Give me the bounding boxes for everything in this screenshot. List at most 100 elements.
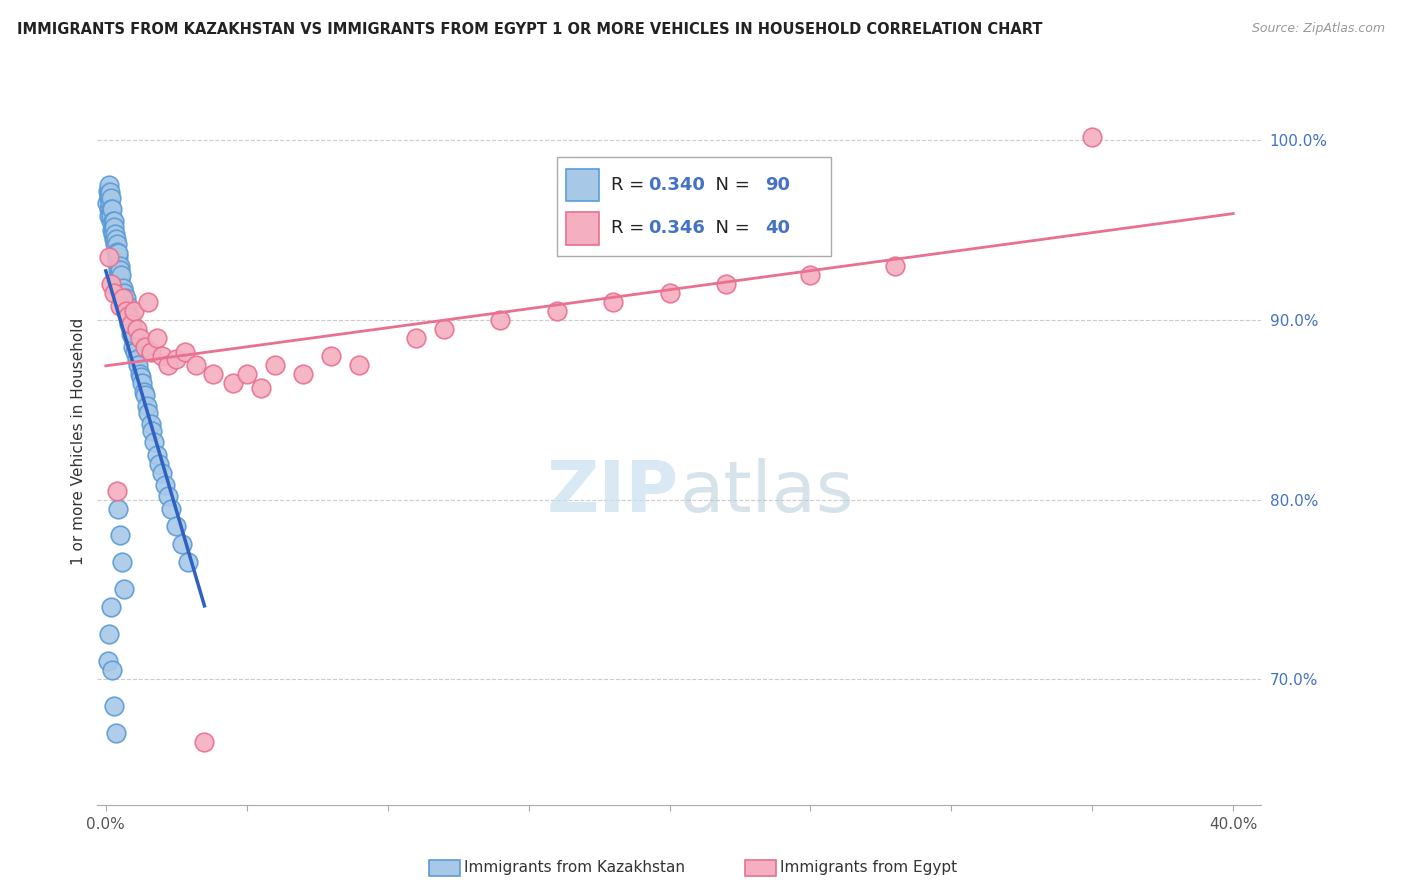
Point	[125, 352, 148, 367]
Point	[103, 232, 125, 246]
Point	[165, 352, 187, 367]
Point	[112, 285, 135, 300]
Point	[120, 317, 142, 331]
Point	[139, 345, 162, 359]
Point	[156, 489, 179, 503]
Point	[98, 186, 121, 200]
Point	[122, 327, 145, 342]
Point	[658, 285, 681, 300]
Point	[103, 285, 125, 300]
Point	[321, 349, 343, 363]
Point	[799, 268, 821, 282]
Point	[128, 367, 150, 381]
Point	[141, 425, 163, 439]
Point	[170, 537, 193, 551]
Point	[117, 299, 139, 313]
Point	[117, 310, 139, 324]
Point	[97, 184, 120, 198]
Point	[100, 600, 122, 615]
Text: N =: N =	[704, 219, 755, 237]
Point	[107, 501, 129, 516]
Point	[105, 483, 128, 498]
Point	[105, 250, 128, 264]
Point	[124, 345, 146, 359]
Point	[97, 191, 120, 205]
Point	[104, 726, 127, 740]
Point	[110, 280, 132, 294]
Point	[107, 259, 129, 273]
Point	[114, 295, 136, 310]
Point	[107, 250, 129, 264]
Point	[107, 262, 129, 277]
Point	[101, 223, 124, 237]
Point	[100, 191, 122, 205]
Point	[221, 376, 243, 390]
Point	[97, 654, 120, 668]
Point	[433, 322, 456, 336]
Point	[100, 209, 122, 223]
Point	[103, 219, 125, 234]
Point	[134, 340, 156, 354]
Point	[105, 255, 128, 269]
Point	[132, 384, 155, 399]
Point	[110, 268, 132, 282]
Point	[145, 448, 167, 462]
Text: 90: 90	[765, 176, 790, 194]
Point	[103, 214, 125, 228]
Text: atlas: atlas	[679, 458, 853, 526]
Point	[129, 370, 152, 384]
Point	[98, 196, 121, 211]
Point	[349, 358, 371, 372]
Point	[142, 435, 165, 450]
Point	[127, 358, 149, 372]
Point	[108, 299, 131, 313]
Point	[131, 376, 153, 390]
Point	[134, 388, 156, 402]
Point	[104, 244, 127, 259]
Point	[114, 304, 136, 318]
Text: 0.346: 0.346	[648, 219, 704, 237]
Point	[98, 209, 121, 223]
Point	[101, 214, 124, 228]
Text: Immigrants from Kazakhstan: Immigrants from Kazakhstan	[464, 861, 685, 875]
Point	[111, 556, 134, 570]
Point	[292, 367, 315, 381]
Point	[108, 259, 131, 273]
Point	[201, 367, 224, 381]
Point	[405, 331, 427, 345]
Text: N =: N =	[704, 176, 755, 194]
Point	[105, 244, 128, 259]
Point	[111, 291, 134, 305]
Point	[135, 399, 157, 413]
Point	[489, 313, 512, 327]
Point	[165, 519, 187, 533]
Point	[100, 202, 122, 216]
Point	[145, 331, 167, 345]
Point	[96, 196, 118, 211]
Point	[104, 232, 127, 246]
Point	[107, 246, 129, 260]
Point	[120, 322, 142, 336]
Point	[264, 358, 287, 372]
Point	[108, 273, 131, 287]
Point	[98, 187, 121, 202]
Point	[176, 556, 198, 570]
Point	[111, 285, 134, 300]
Text: Immigrants from Egypt: Immigrants from Egypt	[780, 861, 957, 875]
Point	[156, 358, 179, 372]
Point	[112, 582, 135, 597]
Point	[150, 349, 173, 363]
Text: 40: 40	[765, 219, 790, 237]
Point	[104, 237, 127, 252]
Point	[128, 331, 150, 345]
Point	[136, 295, 159, 310]
Point	[101, 223, 124, 237]
Point	[115, 291, 138, 305]
Point	[108, 268, 131, 282]
Point	[602, 295, 624, 310]
Point	[98, 627, 121, 641]
Point	[114, 299, 136, 313]
Point	[153, 478, 176, 492]
Point	[97, 250, 120, 264]
Point	[235, 367, 257, 381]
